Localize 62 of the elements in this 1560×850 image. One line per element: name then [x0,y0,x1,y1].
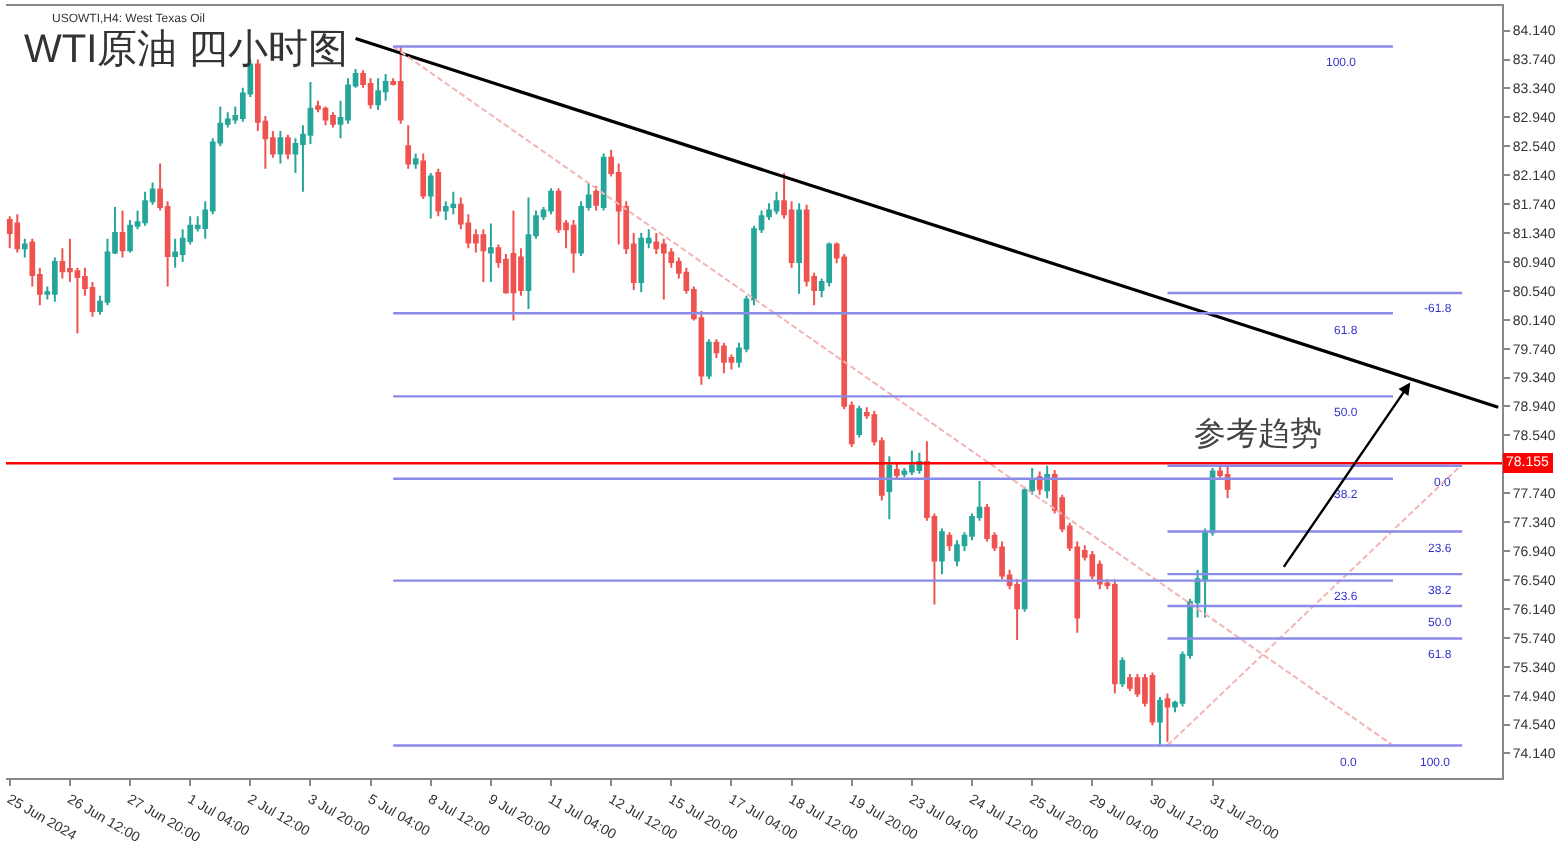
candlestick [638,231,645,294]
candlestick [570,218,577,274]
candlestick [442,200,449,221]
candlestick [21,237,28,259]
candlestick [954,539,960,568]
annotation: 参考趋势 [1194,416,1322,452]
candlestick [1127,672,1133,693]
candlestick [382,72,389,102]
candlestick [375,77,381,112]
candlestick [488,222,494,284]
candlestick [894,461,900,481]
candlestick [277,130,284,165]
candlestick [1149,671,1156,727]
candlestick [1202,527,1208,619]
candlestick [660,237,667,301]
candlestick [1112,578,1118,695]
candlestick [1044,464,1051,500]
text: WTI原油 四小时图 [23,28,349,72]
candlestick [856,404,863,439]
candlestick [14,213,21,254]
candlestick [322,105,329,127]
candlestick [886,455,893,521]
candlestick [405,124,412,170]
candlestick [1224,464,1231,500]
candlestick [984,503,990,543]
candlestick [330,111,336,129]
candlestick [427,171,434,220]
candlestick [1164,692,1171,743]
candlestick [946,531,953,553]
candlestick [119,209,126,259]
candlestick [1119,656,1126,688]
candlestick [127,218,133,254]
candlestick [593,184,599,212]
candlestick [999,540,1005,581]
candlestick [285,133,291,161]
candlestick [435,167,442,218]
candlestick [548,187,554,216]
candlestick [480,228,487,284]
candlestick [6,215,13,250]
candlestick [172,237,178,269]
candlestick [1014,578,1020,641]
candlestick [1134,672,1141,699]
candlestick [59,247,66,280]
candlestick [1036,470,1043,496]
candlestick [909,449,915,477]
candlestick [367,77,374,110]
candlestick [450,190,457,216]
candlestick [1089,550,1096,581]
candlestick [1157,696,1163,747]
candlestick [525,196,532,310]
candlestick [412,152,419,170]
candlestick [510,209,517,322]
candlestick [706,338,712,380]
candlestick [397,45,404,125]
candlestick [939,527,945,576]
candlestick [600,152,607,212]
candlestick [420,152,427,200]
candlestick [796,202,802,295]
candlestick [773,190,780,216]
candlestick [142,190,148,227]
candlestick [721,341,727,375]
candlestick [52,256,58,303]
